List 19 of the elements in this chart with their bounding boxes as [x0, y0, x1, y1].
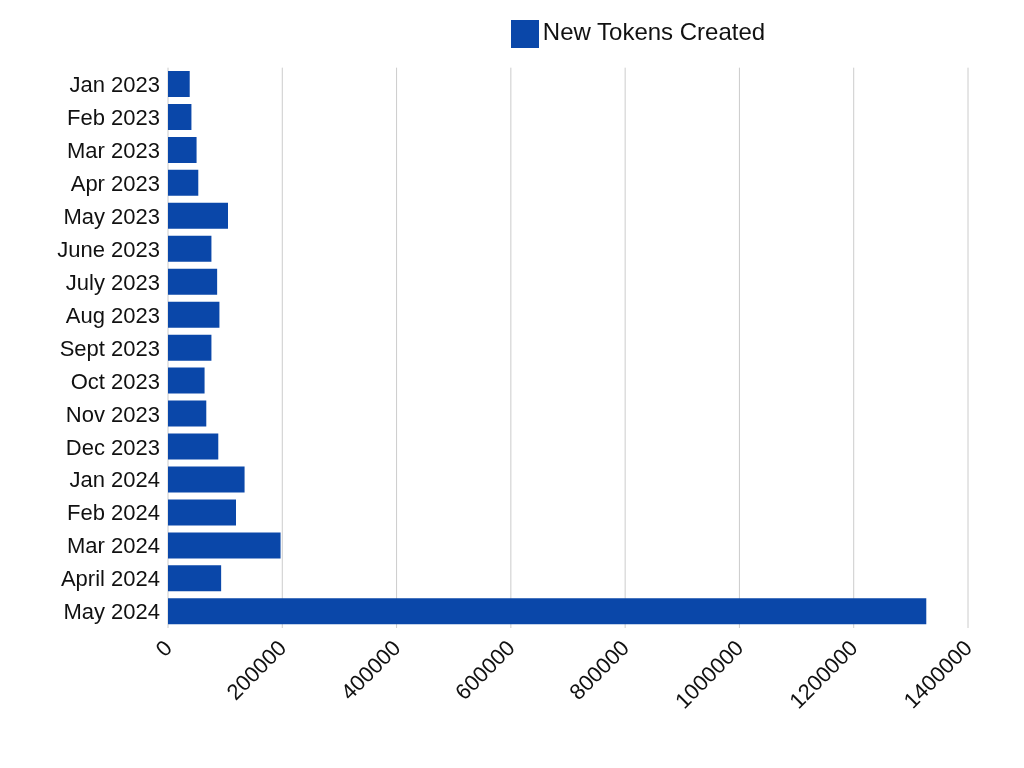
- legend-label: New Tokens Created: [542, 18, 766, 45]
- y-tick-label: April 2024: [60, 566, 160, 592]
- x-tick-label: 0: [150, 635, 177, 662]
- y-tick-label: Oct 2023: [70, 368, 160, 394]
- y-tick-label: Jan 2023: [69, 71, 160, 97]
- y-tick-label: Jan 2024: [69, 467, 160, 493]
- y-tick-label: Dec 2023: [65, 434, 160, 460]
- y-tick-label: Nov 2023: [65, 401, 160, 427]
- y-tick-label: Feb 2024: [67, 500, 160, 526]
- y-tick-label: May 2023: [63, 203, 160, 229]
- y-tick-label: June 2023: [57, 236, 160, 262]
- y-tick-label: July 2023: [65, 269, 160, 295]
- y-tick-label: Sept 2023: [59, 335, 160, 361]
- y-tick-label: Mar 2024: [67, 533, 160, 559]
- y-tick-label: Aug 2023: [65, 302, 160, 328]
- y-tick-label: Feb 2023: [67, 104, 160, 130]
- y-tick-label: May 2024: [63, 599, 160, 625]
- y-tick-label: Mar 2023: [67, 137, 160, 163]
- y-tick-label: Apr 2023: [70, 170, 160, 196]
